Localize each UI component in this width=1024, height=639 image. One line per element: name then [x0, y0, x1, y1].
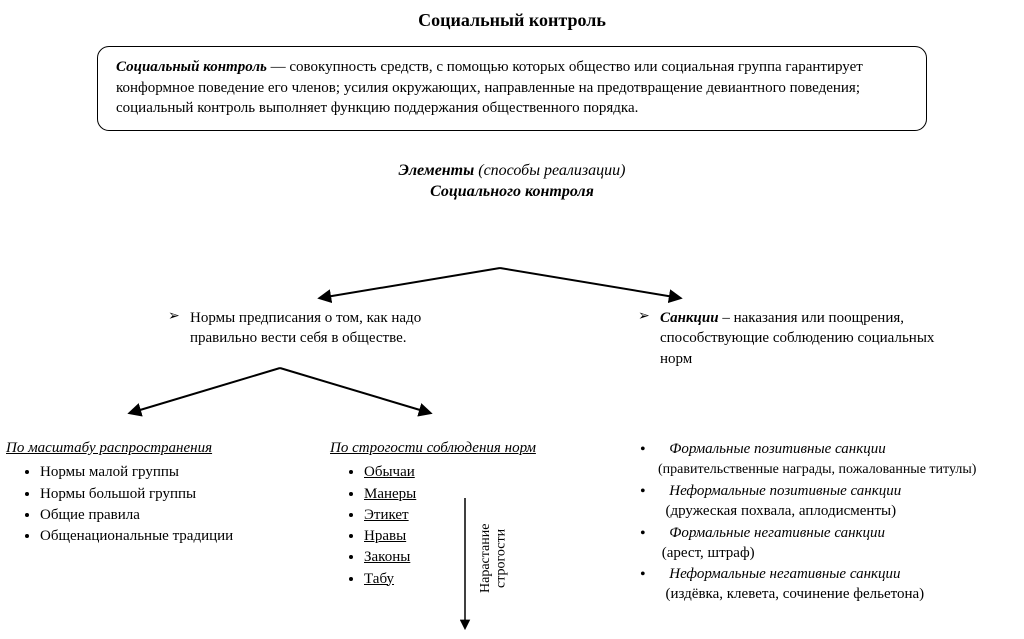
sanction-row: Неформальные негативные санкции (издёвка…	[658, 564, 1020, 605]
severity-label: Нарастаниестрогости	[478, 498, 509, 618]
sanction-row: Формальные негативные санкции (арест, шт…	[658, 523, 1020, 564]
sanction-types: Формальные позитивные санкции (правитель…	[630, 438, 1020, 606]
sanction-row: Неформальные позитивные санкции (дружеск…	[658, 481, 1020, 522]
sanction-row: Формальные позитивные санкции (правитель…	[658, 439, 1020, 480]
